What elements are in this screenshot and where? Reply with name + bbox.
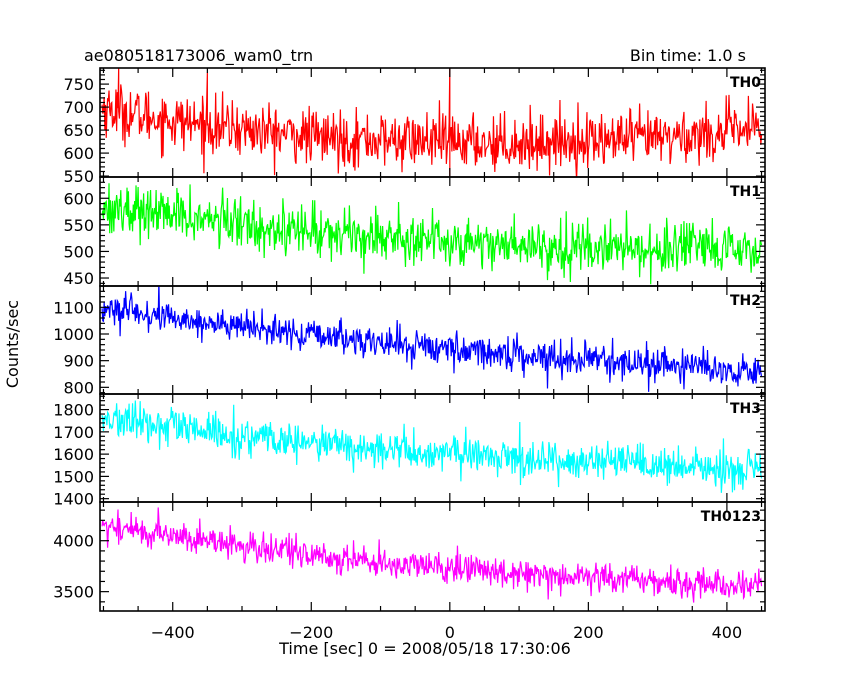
y-tick-label: 1500	[53, 467, 94, 486]
y-tick-label: 550	[63, 167, 94, 186]
y-tick-label: 1600	[53, 445, 94, 464]
panel-frame	[99, 501, 766, 612]
x-tick-label: 200	[573, 623, 604, 642]
y-tick-label: 3500	[53, 583, 94, 602]
y-tick-label: 500	[63, 242, 94, 261]
panel-th0123: 3500 4000 TH0123	[53, 501, 766, 612]
y-tick-label: 4000	[53, 532, 94, 551]
panel-th0: 550 600 650 700 750 TH0	[63, 67, 766, 186]
panel-th3: 1400 1500 1600 1700 1800 TH3	[53, 393, 766, 509]
chart-title: ae080518173006_wam0_trn	[84, 46, 313, 66]
panel-label-th0: TH0	[730, 75, 761, 91]
series-line-th0123	[101, 507, 763, 603]
y-tick-label: 1000	[53, 325, 94, 344]
series-line-th2	[101, 286, 763, 392]
y-tick-label: 600	[63, 189, 94, 208]
panel-label-th0123: TH0123	[701, 509, 761, 525]
panel-frame	[99, 393, 766, 503]
y-axis-label: Counts/sec	[3, 300, 22, 388]
panel-th1: 450 500 550 600 TH1	[63, 176, 766, 288]
y-tick-label: 750	[63, 75, 94, 94]
y-tick-label: 550	[63, 216, 94, 235]
y-tick-label: 650	[63, 121, 94, 140]
x-tick-label: −400	[151, 623, 195, 642]
y-tick-label: 1700	[53, 423, 94, 442]
x-axis: −400 −200 0 200 400	[151, 623, 742, 642]
bin-time-label: Bin time: 1.0 s	[630, 46, 746, 65]
x-tick-label: −200	[289, 623, 333, 642]
series-line-th3	[101, 400, 763, 493]
y-tick-label: 800	[63, 378, 94, 397]
y-tick-label: 1400	[53, 490, 94, 509]
y-tick-label: 1100	[53, 298, 94, 317]
panel-th2: 800 900 1000 1100 TH2	[53, 285, 766, 397]
series-line-th1	[101, 183, 763, 285]
panel-label-th3: TH3	[730, 401, 761, 417]
panels-group: 550 600 650 700 750 TH0 450 500 550 600 TH1 800 900 1…	[53, 67, 766, 612]
panel-label-th1: TH1	[730, 184, 761, 200]
y-tick-label: 700	[63, 98, 94, 117]
x-tick-label: 400	[712, 623, 743, 642]
y-tick-label: 450	[63, 269, 94, 288]
series-line-th0	[101, 68, 763, 177]
panel-frame	[99, 285, 766, 395]
y-tick-label: 900	[63, 352, 94, 371]
panel-label-th2: TH2	[730, 293, 761, 309]
x-axis-label: Time [sec] 0 = 2008/05/18 17:30:06	[278, 639, 571, 658]
y-tick-label: 600	[63, 144, 94, 163]
x-tick-label: 0	[445, 623, 455, 642]
y-tick-label: 1800	[53, 401, 94, 420]
